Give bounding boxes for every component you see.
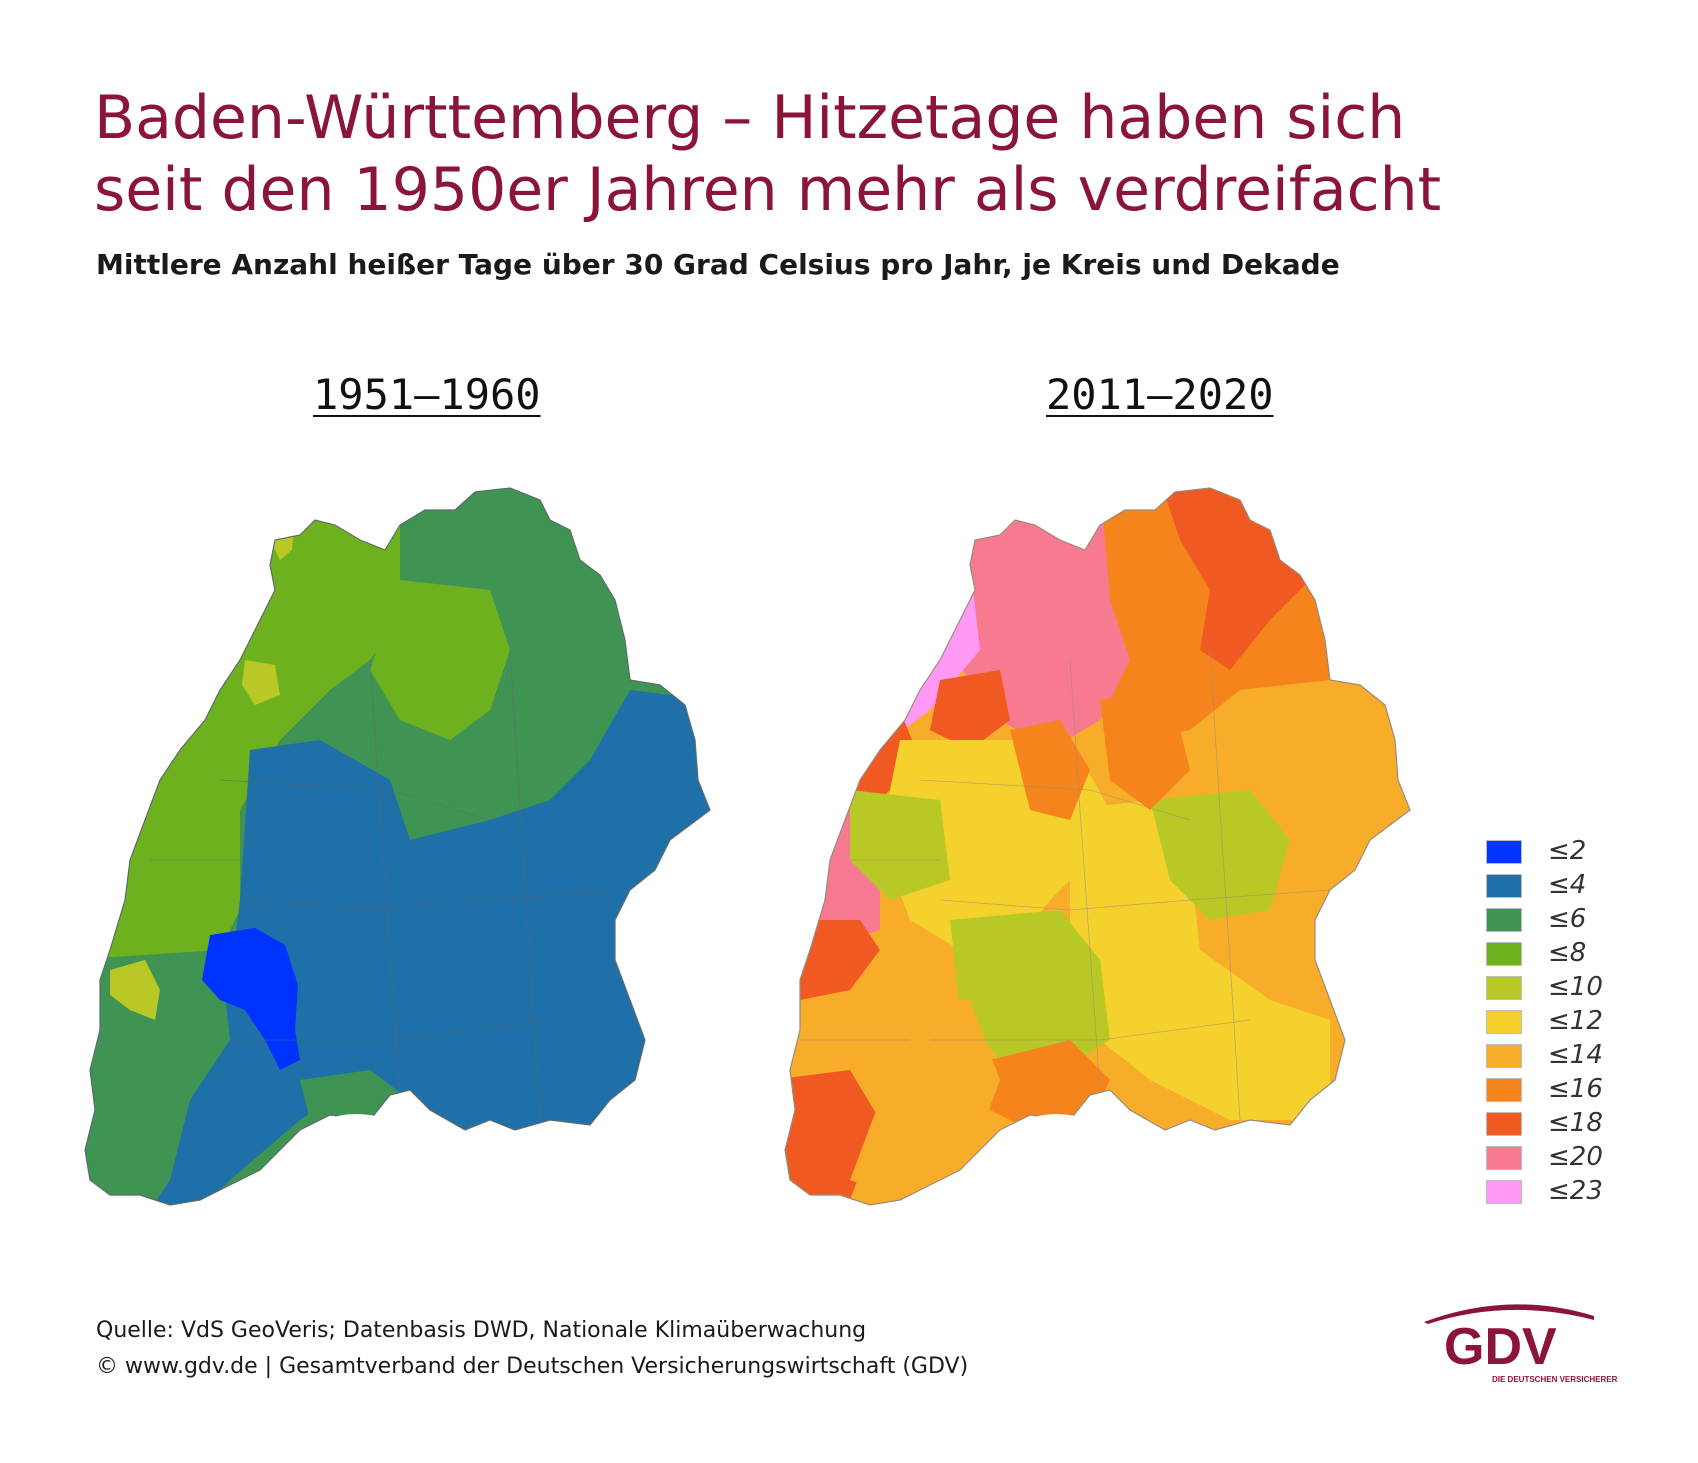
title-line-2: seit den 1950er Jahren mehr als verdreif… <box>94 155 1442 225</box>
map-title-1951-1960: 1951–1960 <box>313 370 541 419</box>
logo-text: GDV <box>1444 1318 1557 1376</box>
map-1951-1960 <box>84 487 711 1206</box>
legend-swatch <box>1486 840 1522 864</box>
copyright-note: © www.gdv.de | Gesamtverband der Deutsch… <box>96 1354 969 1379</box>
legend-swatch <box>1486 1146 1522 1170</box>
page-title: Baden-Württemberg – Hitzetage haben sich… <box>94 82 1494 226</box>
legend-label: ≤2 <box>1548 836 1587 866</box>
legend-swatch <box>1486 874 1522 898</box>
legend-label: ≤14 <box>1548 1040 1603 1070</box>
legend-swatch <box>1486 1078 1522 1102</box>
legend-label: ≤8 <box>1548 938 1587 968</box>
legend-label: ≤12 <box>1548 1006 1603 1036</box>
legend-label: ≤20 <box>1548 1142 1603 1172</box>
legend-swatch <box>1486 1010 1522 1034</box>
source-note: Quelle: VdS GeoVeris; Datenbasis DWD, Na… <box>96 1318 867 1343</box>
legend-swatch <box>1486 1112 1522 1136</box>
logo-tagline: DIE DEUTSCHEN VERSICHERER <box>1492 1375 1618 1384</box>
title-line-1: Baden-Württemberg – Hitzetage haben sich <box>94 83 1406 153</box>
gdv-logo: GDV DIE DEUTSCHEN VERSICHERER <box>1424 1304 1618 1384</box>
map-title-2011-2020: 2011–2020 <box>1046 370 1274 419</box>
legend-swatch <box>1486 1044 1522 1068</box>
legend-swatch <box>1486 942 1522 966</box>
legend-label: ≤16 <box>1548 1074 1603 1104</box>
logo-arc <box>1424 1304 1594 1324</box>
legend-swatch <box>1486 1180 1522 1204</box>
map-2011-2020 <box>784 487 1411 1206</box>
legend-label: ≤18 <box>1548 1108 1603 1138</box>
legend-swatch <box>1486 976 1522 1000</box>
legend-label: ≤10 <box>1548 972 1603 1002</box>
legend-swatch <box>1486 908 1522 932</box>
subtitle: Mittlere Anzahl heißer Tage über 30 Grad… <box>96 248 1340 281</box>
legend-label: ≤23 <box>1548 1176 1603 1206</box>
legend-label: ≤4 <box>1548 870 1587 900</box>
legend-label: ≤6 <box>1548 904 1587 934</box>
